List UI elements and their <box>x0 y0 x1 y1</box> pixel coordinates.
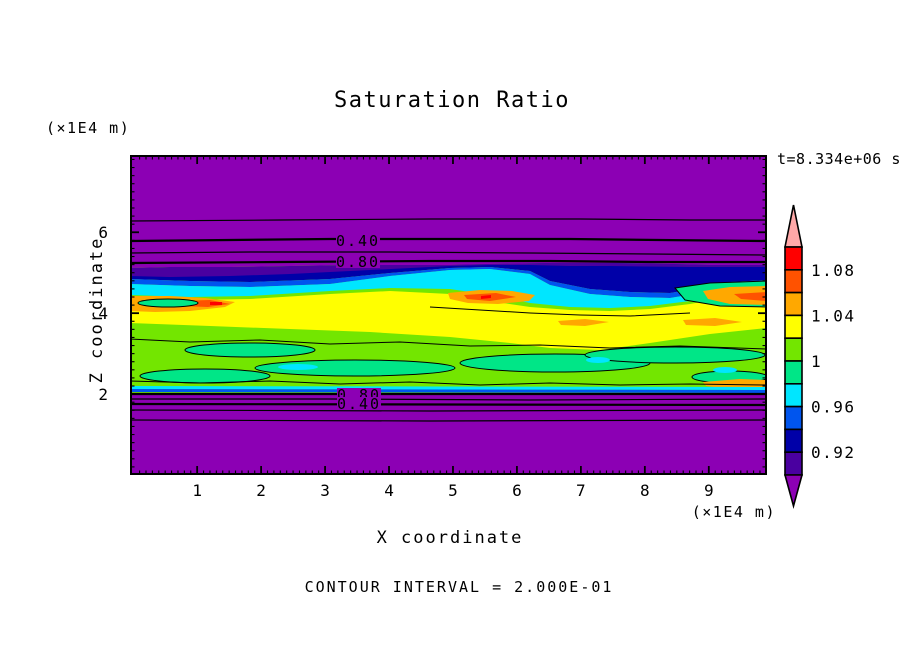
blue-strip <box>130 267 767 298</box>
cyan-fleck <box>278 364 318 370</box>
colorbar-top-arrow <box>784 204 803 248</box>
yellow-zone <box>130 291 767 350</box>
darkviolet-strip <box>130 263 767 277</box>
time-annotation: t=8.334e+06 s <box>777 150 901 168</box>
contour-line <box>130 409 767 412</box>
contour-line <box>130 259 767 265</box>
contour-label-mask <box>336 234 380 247</box>
springgreen-blob <box>137 298 199 308</box>
cyan-fleck <box>586 357 610 363</box>
x-tick-label: 9 <box>703 481 714 500</box>
colorbar-label: 0.96 <box>811 398 856 417</box>
colorbar-band <box>784 360 803 385</box>
navy-strip <box>130 263 767 293</box>
orange-streak <box>558 319 609 326</box>
contour-line <box>130 380 767 386</box>
x-axis-title: X coordinate <box>376 528 524 548</box>
x-tick-label: 7 <box>576 481 586 500</box>
plot-area: 0.40 0.80 0.80 0.40 <box>130 155 767 475</box>
springgreen-blob <box>184 342 316 358</box>
orange-streak <box>683 318 742 326</box>
contour-line-label: 0.40 <box>337 395 381 413</box>
x-tick-label: 4 <box>384 481 394 500</box>
springgreen-blob <box>584 346 766 364</box>
contour-line <box>130 338 767 350</box>
contour-line <box>130 419 767 422</box>
springgreen-blob <box>254 359 456 377</box>
y-axis-unit-label: (×1E4 m) <box>46 119 131 137</box>
colorbar-band <box>784 269 803 294</box>
colorbar: 1.08 1.04 1 0.96 0.92 <box>777 195 904 525</box>
contour-line <box>130 398 767 401</box>
colorbar-band <box>784 451 803 476</box>
cyan-bottom-strip <box>130 386 767 390</box>
colorbar-band <box>784 428 803 453</box>
colorbar-svg: 1.08 1.04 1 0.96 0.92 <box>783 204 856 510</box>
red-core <box>210 302 222 305</box>
x-tick-label: 6 <box>512 481 522 500</box>
x-tick-label: 5 <box>448 481 458 500</box>
plot-frame <box>130 155 767 475</box>
contour-label-mask <box>337 397 381 410</box>
contour-line <box>429 306 691 317</box>
orange-streak <box>703 286 767 305</box>
contour-plot-svg: 0.400.800.800.40 <box>130 155 767 475</box>
springgreen-blob <box>139 368 271 384</box>
x-tick-label: 2 <box>256 481 266 500</box>
x-tick-label: 1 <box>192 481 202 500</box>
colorbar-label: 1.04 <box>811 306 856 325</box>
contour-line-label: 0.80 <box>336 253 380 271</box>
red-core <box>481 295 491 299</box>
y-tick-label: 4 <box>98 304 108 324</box>
contour-line <box>130 218 767 222</box>
x-tick-label: 8 <box>640 481 650 500</box>
colorbar-band <box>784 383 803 408</box>
colorbar-band <box>784 291 803 317</box>
colorbar-band <box>784 337 803 362</box>
blue-bottom-strip <box>130 389 767 393</box>
colorbar-band <box>784 314 803 340</box>
contour-line <box>130 237 767 243</box>
contour-line <box>130 402 767 407</box>
contour-line <box>130 251 767 256</box>
contour-line-label: 0.40 <box>336 232 380 250</box>
cyan-fleck <box>713 367 737 373</box>
colorbar-label: 1 <box>811 352 822 371</box>
x-tick-label: 3 <box>320 481 330 500</box>
y-tick-label: 6 <box>98 223 108 243</box>
y-tick-label: 2 <box>98 385 108 405</box>
orangered-core <box>734 292 767 301</box>
cyan-strip <box>130 269 767 308</box>
contour-interval-label: CONTOUR INTERVAL = 2.000E-01 <box>304 578 614 596</box>
page-title: Saturation Ratio <box>334 88 570 113</box>
colorbar-label: 0.92 <box>811 443 856 462</box>
orange-streak <box>703 379 767 389</box>
colorbar-bottom-arrow <box>783 474 804 510</box>
colorbar-band <box>784 246 803 271</box>
colorbar-band <box>784 405 803 431</box>
contour-label-mask <box>336 255 380 268</box>
x-axis-unit-label: (×1E4 m) <box>691 503 776 521</box>
colorbar-label: 1.08 <box>811 261 856 280</box>
